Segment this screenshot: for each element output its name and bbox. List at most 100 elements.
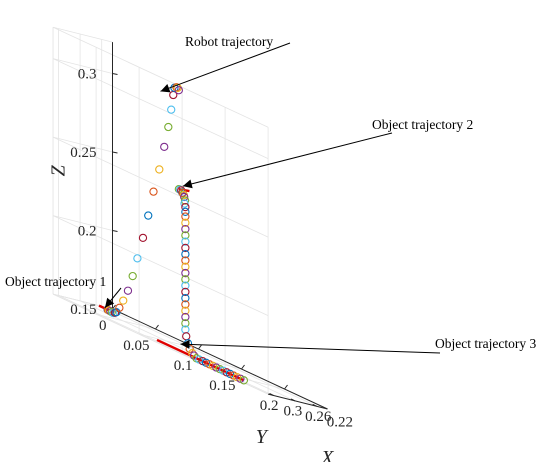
grid-line bbox=[52, 136, 269, 238]
z-tick-mark bbox=[112, 151, 118, 154]
robot-trajectory-point bbox=[181, 250, 190, 259]
y-tick-mark bbox=[241, 364, 245, 370]
y-tick-mark bbox=[198, 344, 202, 350]
x-axis-line bbox=[267, 393, 328, 410]
annotation-arrow bbox=[160, 42, 291, 92]
robot-trajectory-point bbox=[181, 312, 190, 322]
y-axis-title: Y bbox=[256, 426, 269, 448]
robot-trajectory-point bbox=[160, 142, 169, 152]
robot-trajectory-point bbox=[181, 212, 190, 221]
robot-trajectory-point bbox=[181, 237, 190, 246]
grid bbox=[52, 26, 317, 407]
robot-trajectory-point bbox=[180, 199, 189, 208]
robot-trajectory-point bbox=[181, 202, 190, 212]
x-tick-label: 0.22 bbox=[327, 414, 353, 430]
annotation-arrow bbox=[182, 132, 393, 187]
grid-border bbox=[52, 26, 269, 128]
robot-trajectory-point bbox=[181, 319, 190, 328]
object-trajectories bbox=[98, 187, 245, 382]
annotation-robot-trajectory: Robot trajectory bbox=[185, 34, 273, 49]
robot-trajectory-point bbox=[149, 187, 158, 196]
robot-trajectory-point bbox=[167, 105, 176, 114]
tick-labels: 0.150.20.250.300.050.10.150.20.220.260.3… bbox=[48, 67, 353, 462]
robot-trajectory-point bbox=[185, 344, 194, 353]
robot-trajectory-point bbox=[181, 287, 190, 297]
grid-line bbox=[53, 136, 113, 153]
grid-border bbox=[52, 293, 269, 395]
z-tick-label: 0.3 bbox=[78, 67, 97, 83]
robot-trajectory-point bbox=[181, 256, 190, 265]
annotations: Robot trajectory Object trajectory 1 Objec… bbox=[5, 34, 536, 354]
robot-trajectory-point bbox=[115, 303, 124, 312]
z-tick-mark bbox=[112, 73, 118, 75]
annotation-arrow-head bbox=[160, 83, 171, 93]
y-tick-mark bbox=[284, 384, 288, 390]
robot-trajectory-point bbox=[239, 376, 249, 385]
annotation-object-trajectory-3: Object trajectory 3 bbox=[435, 336, 536, 351]
robot-trajectory-point bbox=[181, 268, 190, 278]
robot-trajectory-point bbox=[180, 196, 190, 205]
grid-border bbox=[53, 26, 113, 43]
annotation-object-trajectory-2: Object trajectory 2 bbox=[372, 117, 473, 132]
y-tick-label: 0.15 bbox=[209, 378, 235, 394]
robot-trajectory-point bbox=[155, 165, 164, 174]
grid-line bbox=[79, 300, 296, 402]
robot-trajectory-point bbox=[181, 207, 190, 216]
robot-trajectory-point bbox=[164, 122, 173, 132]
robot-trajectory-point bbox=[128, 271, 137, 281]
robot-trajectory-point bbox=[107, 307, 116, 317]
grid-line bbox=[96, 313, 156, 330]
grid-line bbox=[53, 215, 113, 231]
z-tick-label: 0.25 bbox=[70, 145, 96, 161]
robot-trajectory-point bbox=[189, 351, 199, 360]
robot-trajectory-point bbox=[138, 233, 148, 243]
robot-trajectory-point bbox=[181, 275, 190, 284]
annotation-arrow-head bbox=[182, 179, 193, 189]
annotation-object-trajectory-1: Object trajectory 1 bbox=[5, 274, 106, 289]
annotation-arrow-head bbox=[180, 339, 190, 349]
y-tick-mark bbox=[155, 324, 159, 330]
x-tick-mark bbox=[290, 398, 296, 402]
x-axis-title: X bbox=[320, 447, 334, 462]
grid-line bbox=[52, 58, 269, 160]
robot-trajectory-markers bbox=[103, 83, 249, 385]
y-tick-label: 0.2 bbox=[260, 398, 279, 414]
robot-trajectory-point bbox=[133, 254, 142, 263]
robot-trajectory-point bbox=[182, 332, 191, 341]
robot-trajectory-point bbox=[174, 86, 183, 95]
x-tick-label: 0.3 bbox=[284, 404, 303, 420]
robot-trajectory-point bbox=[180, 192, 189, 202]
robot-trajectory-point bbox=[144, 211, 153, 220]
x-tick-label: 0.26 bbox=[305, 409, 332, 425]
grid-line bbox=[53, 58, 113, 74]
robot-trajectory-point bbox=[181, 218, 190, 227]
z-axis-title: Z bbox=[48, 164, 70, 176]
axes bbox=[112, 42, 328, 410]
x-tick-mark bbox=[312, 403, 317, 407]
x-tick-mark bbox=[269, 393, 274, 396]
annotation-arrow-head bbox=[105, 297, 115, 308]
robot-trajectory-point bbox=[119, 296, 128, 305]
robot-trajectory-point bbox=[123, 286, 133, 295]
robot-trajectory-point bbox=[181, 243, 190, 253]
y-tick-label: 0.05 bbox=[123, 338, 149, 354]
grid-line bbox=[52, 215, 269, 317]
y-axis-line bbox=[112, 308, 328, 410]
robot-trajectory-point bbox=[181, 224, 190, 234]
annotation-arrow bbox=[180, 343, 441, 354]
grid-line bbox=[58, 295, 274, 396]
object-trajectory-3-line bbox=[156, 338, 245, 382]
robot-trajectory-point bbox=[181, 294, 190, 303]
z-tick-label: 0.2 bbox=[78, 224, 97, 240]
robot-trajectory-point bbox=[181, 300, 190, 309]
robot-trajectory-point bbox=[181, 231, 190, 240]
grid-line bbox=[101, 305, 317, 407]
y-tick-label: 0 bbox=[99, 318, 107, 334]
robot-trajectory-point bbox=[181, 281, 190, 290]
robot-trajectory-point bbox=[188, 349, 197, 358]
robot-trajectory-point bbox=[181, 262, 190, 271]
z-tick-label: 0.15 bbox=[70, 302, 96, 318]
robot-trajectory-point bbox=[181, 306, 190, 315]
y-tick-label: 0.1 bbox=[174, 358, 193, 374]
